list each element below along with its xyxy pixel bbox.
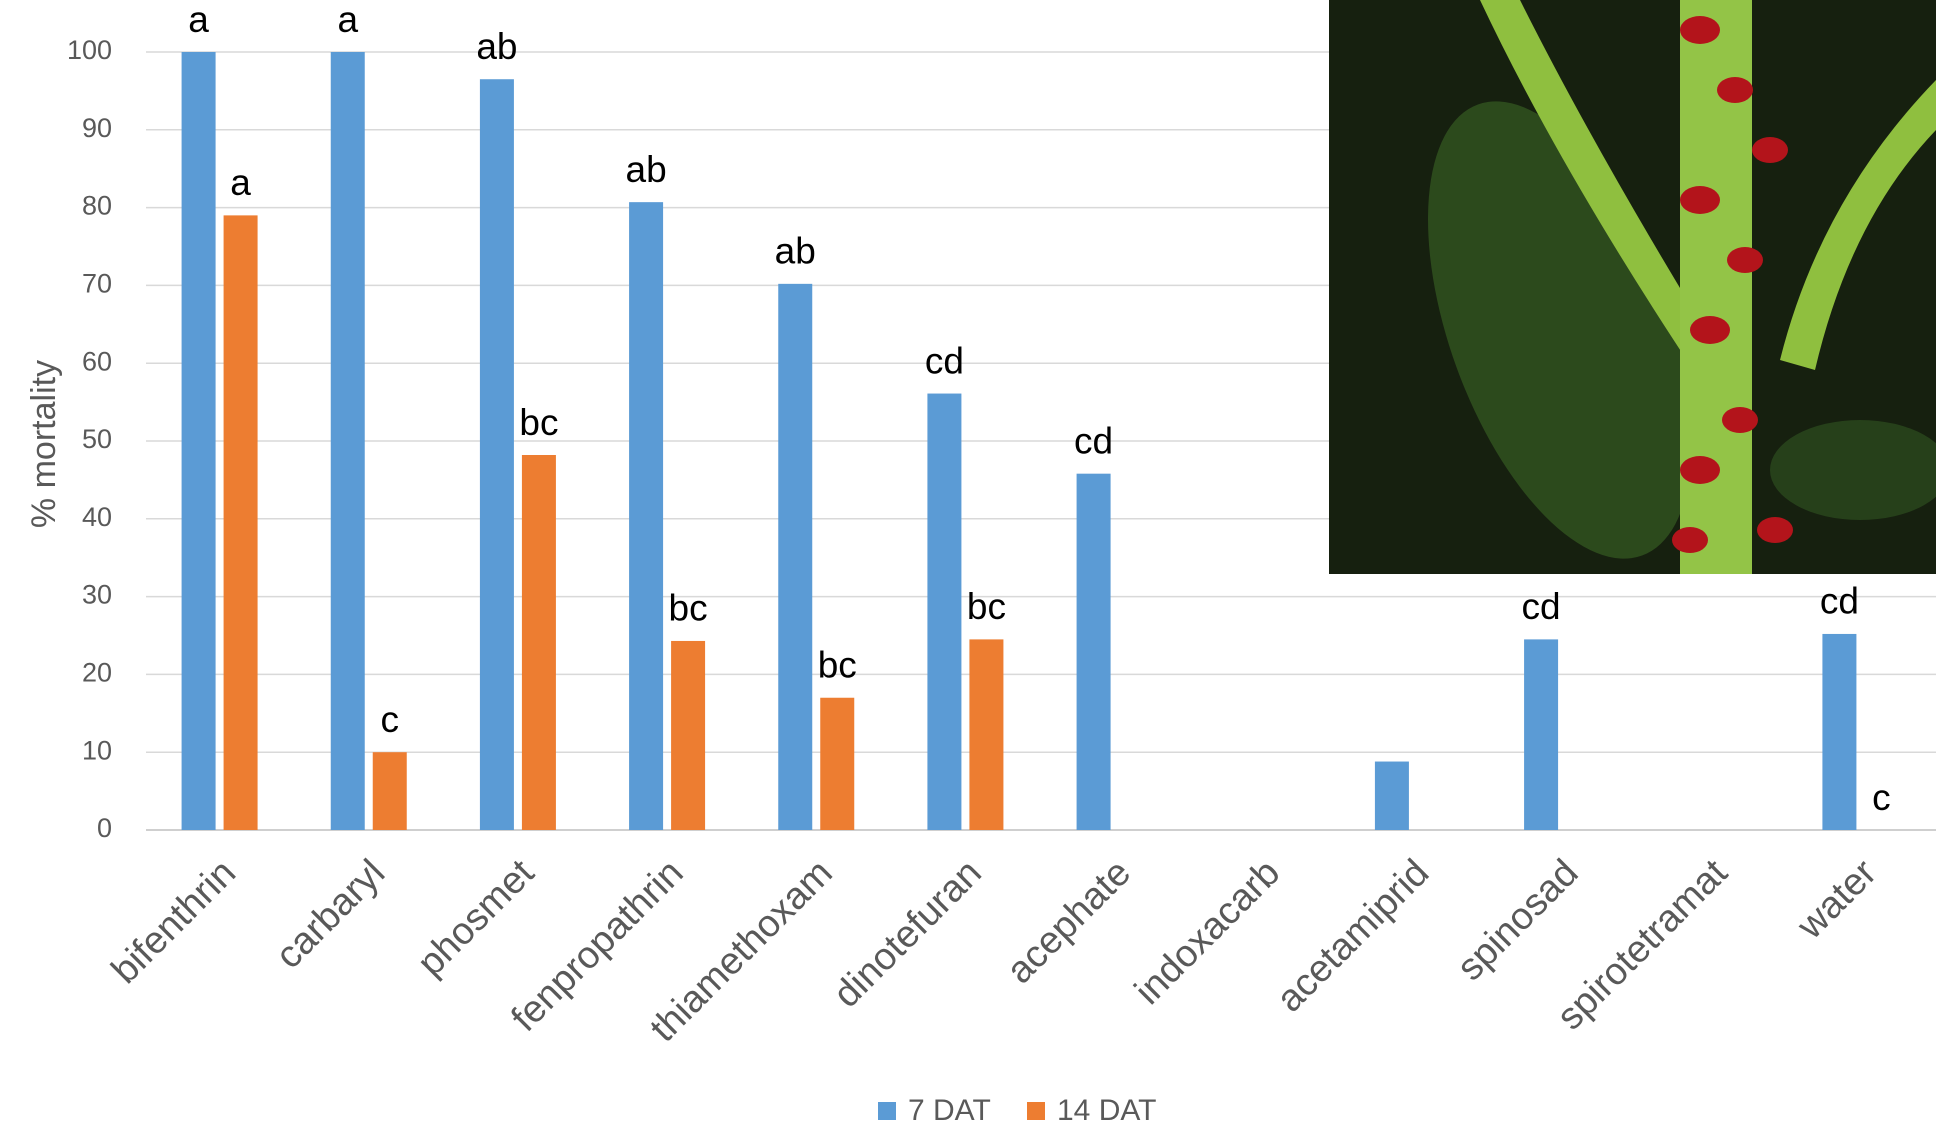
x-tick-label: indoxacarb xyxy=(1127,852,1288,1013)
bar xyxy=(479,79,514,831)
significance-letter: cd xyxy=(1820,581,1859,622)
y-tick-label: 100 xyxy=(67,35,112,65)
significance-letter: c xyxy=(1872,777,1891,818)
bar xyxy=(1524,639,1559,830)
y-tick-label: 10 xyxy=(82,735,112,765)
bar xyxy=(671,640,706,830)
bar xyxy=(629,202,664,831)
bar xyxy=(778,283,813,830)
significance-letter: c xyxy=(381,699,400,740)
x-tick-label: bifenthrin xyxy=(104,852,244,992)
significance-letter: bc xyxy=(669,588,708,629)
x-tick-label: spinosad xyxy=(1449,852,1586,989)
bar xyxy=(820,697,855,830)
bar xyxy=(223,215,258,830)
bar xyxy=(1076,473,1111,830)
significance-letter: bc xyxy=(818,645,857,686)
y-tick-label: 0 xyxy=(97,813,112,843)
significance-letter: cd xyxy=(925,340,964,381)
x-tick-label: water xyxy=(1789,852,1885,948)
bar xyxy=(521,455,556,830)
y-tick-label: 80 xyxy=(82,191,112,221)
legend-label: 14 DAT xyxy=(1057,1094,1156,1127)
x-tick-label: acetamiprid xyxy=(1269,852,1438,1021)
bar xyxy=(1374,761,1409,830)
significance-letter: cd xyxy=(1522,586,1561,627)
legend-label: 7 DAT xyxy=(908,1094,991,1127)
y-tick-label: 60 xyxy=(82,346,112,376)
significance-letter: bc xyxy=(519,402,558,443)
y-tick-label: 70 xyxy=(82,269,112,299)
significance-letter: ab xyxy=(476,26,517,67)
bar xyxy=(181,52,216,830)
y-tick-label: 30 xyxy=(82,580,112,610)
bar xyxy=(969,639,1004,830)
y-axis-label: % mortality xyxy=(25,360,63,528)
bar xyxy=(927,393,962,830)
legend-swatch xyxy=(1027,1102,1045,1120)
x-tick-label: phosmet xyxy=(410,851,543,984)
y-tick-label: 20 xyxy=(82,658,112,688)
bar xyxy=(1822,633,1857,830)
x-tick-label: carbaryl xyxy=(268,852,393,977)
significance-letter: a xyxy=(230,162,251,203)
bar xyxy=(330,52,365,830)
significance-letter: a xyxy=(337,0,358,40)
y-tick-label: 90 xyxy=(82,113,112,143)
significance-letter: cd xyxy=(1074,420,1113,461)
significance-letter: ab xyxy=(626,149,667,190)
y-tick-label: 40 xyxy=(82,502,112,532)
significance-letter: a xyxy=(188,0,209,40)
y-tick-label: 50 xyxy=(82,424,112,454)
photo xyxy=(1329,0,1936,574)
x-tick-label: dinotefuran xyxy=(826,852,990,1016)
bar xyxy=(372,752,407,830)
legend-swatch xyxy=(878,1102,896,1120)
x-tick-label: acephate xyxy=(999,852,1139,992)
significance-letter: ab xyxy=(775,231,816,272)
significance-letter: bc xyxy=(967,586,1006,627)
